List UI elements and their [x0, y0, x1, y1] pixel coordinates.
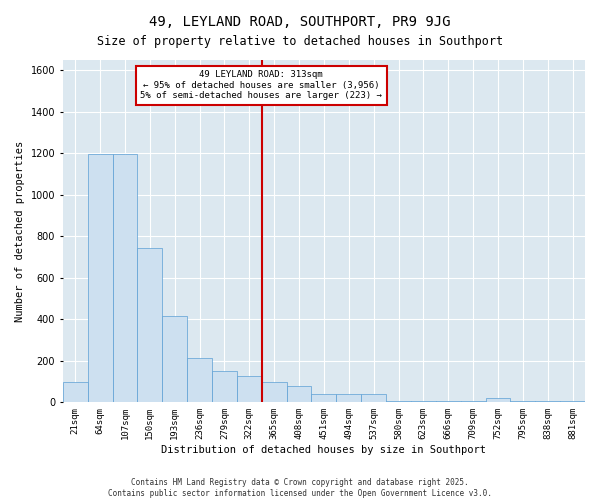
Bar — [311, 394, 337, 402]
Bar — [237, 376, 262, 402]
Bar — [262, 382, 287, 402]
Bar — [212, 371, 237, 402]
Bar — [485, 398, 511, 402]
Bar — [137, 248, 162, 402]
Bar — [535, 401, 560, 402]
Bar — [411, 401, 436, 402]
Text: Size of property relative to detached houses in Southport: Size of property relative to detached ho… — [97, 35, 503, 48]
Text: 49, LEYLAND ROAD, SOUTHPORT, PR9 9JG: 49, LEYLAND ROAD, SOUTHPORT, PR9 9JG — [149, 15, 451, 29]
Bar — [113, 154, 137, 402]
Text: Contains HM Land Registry data © Crown copyright and database right 2025.
Contai: Contains HM Land Registry data © Crown c… — [108, 478, 492, 498]
Text: 49 LEYLAND ROAD: 313sqm
← 95% of detached houses are smaller (3,956)
5% of semi-: 49 LEYLAND ROAD: 313sqm ← 95% of detache… — [140, 70, 382, 100]
Bar — [337, 394, 361, 402]
Bar — [511, 401, 535, 402]
Bar — [88, 154, 113, 402]
Bar — [560, 401, 585, 402]
Bar — [287, 386, 311, 402]
Bar — [461, 401, 485, 402]
X-axis label: Distribution of detached houses by size in Southport: Distribution of detached houses by size … — [161, 445, 487, 455]
Bar — [361, 394, 386, 402]
Y-axis label: Number of detached properties: Number of detached properties — [15, 140, 25, 322]
Bar — [63, 382, 88, 402]
Bar — [386, 401, 411, 402]
Bar — [187, 358, 212, 403]
Bar — [436, 401, 461, 402]
Bar — [162, 316, 187, 402]
